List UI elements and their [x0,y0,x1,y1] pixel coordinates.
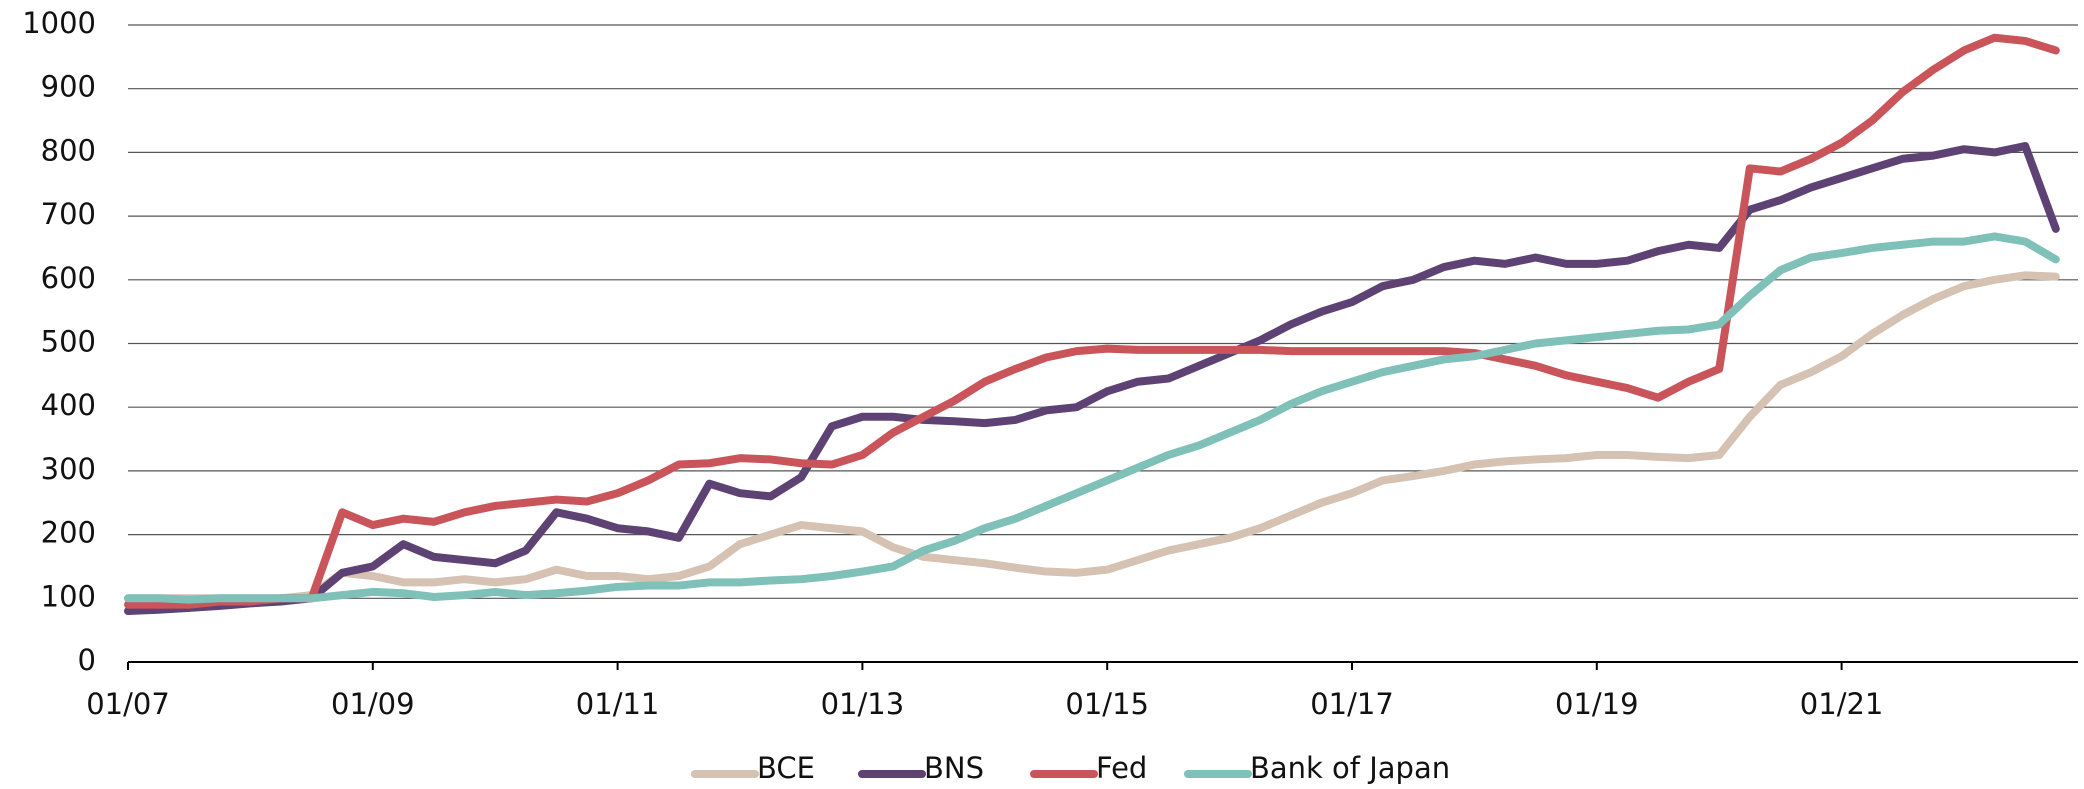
y-tick-label: 0 [78,643,96,677]
legend-label: Bank of Japan [1250,751,1450,785]
y-tick-label: 300 [41,452,96,486]
y-tick-label: 200 [41,516,96,550]
x-tick-label: 01/13 [821,687,905,721]
legend-label: BCE [757,751,815,785]
y-tick-label: 900 [41,70,96,104]
legend-label: BNS [924,751,984,785]
y-tick-label: 800 [41,133,96,167]
x-tick-label: 01/15 [1065,687,1149,721]
y-tick-label: 700 [41,197,96,231]
y-tick-label: 600 [41,261,96,295]
series-line [124,232,2060,604]
x-tick-label: 01/19 [1555,687,1639,721]
x-tick-label: 01/17 [1310,687,1394,721]
y-tick-label: 500 [41,325,96,359]
y-tick-label: 100 [41,579,96,613]
x-tick-label: 01/09 [331,687,415,721]
legend-label: Fed [1096,751,1147,785]
x-tick-label: 01/07 [86,687,170,721]
x-tick-label: 01/11 [576,687,660,721]
y-tick-label: 400 [41,388,96,422]
x-tick-label: 01/21 [1800,687,1884,721]
series-line [124,33,2060,609]
y-tick-label: 1000 [22,6,96,40]
series-line [124,271,2060,603]
series-line [124,142,2060,616]
